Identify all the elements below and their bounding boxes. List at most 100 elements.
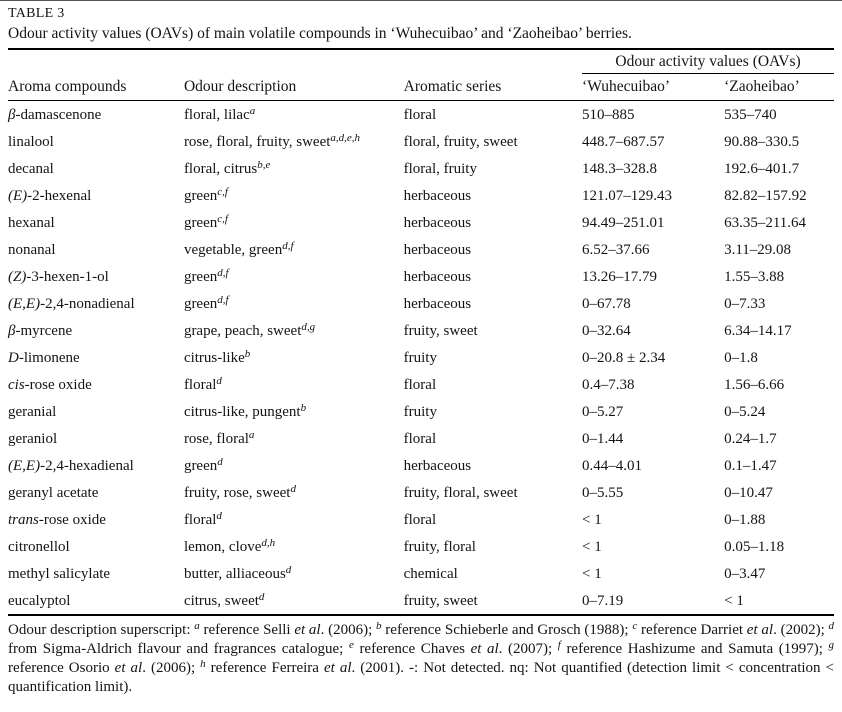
cell-odour-description: vegetable, greend,f — [183, 239, 294, 258]
cell-oav-wuhecuibao: 448.7–687.57 — [582, 133, 665, 150]
table-row: eucalyptol citrus, sweetd fruity, sweet 0–7… — [8, 587, 834, 615]
cell-odour-description: lemon, cloved,h — [183, 536, 276, 555]
cell-compound: hexanal — [8, 214, 55, 231]
cell-oav-wuhecuibao: 121.07–129.43 — [582, 187, 673, 204]
cell-odour-description: greend,f — [183, 266, 229, 285]
cell-aromatic-series: fruity, sweet — [403, 322, 478, 339]
cell-aromatic-series: floral, fruity — [403, 160, 477, 177]
cell-oav-zaoheibao: < 1 — [724, 592, 744, 609]
cell-compound: trans-rose oxide — [8, 511, 106, 528]
table-row: hexanal greenc,f herbaceous 94.49–251.01 63.… — [8, 209, 834, 236]
paper-table-page: TABLE 3 Odour activity values (OAVs) of … — [0, 0, 842, 695]
table-row: cis-rose oxide florald floral 0.4–7.38 1.56–… — [8, 371, 834, 398]
cell-compound: geraniol — [8, 430, 58, 447]
table-row: β-myrcene grape, peach, sweetd,g fruity, s… — [8, 317, 834, 344]
cell-oav-zaoheibao: 0.05–1.18 — [724, 538, 785, 555]
cell-oav-wuhecuibao: 13.26–17.79 — [582, 268, 658, 285]
cell-oav-wuhecuibao: 0–1.44 — [582, 430, 624, 447]
table-row: β-damascenone floral, lilaca floral 510–885… — [8, 101, 834, 129]
col-header-zaoheibao: ‘Zaoheibao’ — [724, 73, 834, 101]
cell-odour-description: citrus, sweetd — [183, 590, 265, 609]
table-row: trans-rose oxide florald floral < 1 0–1.88 — [8, 506, 834, 533]
cell-compound: cis-rose oxide — [8, 376, 92, 393]
cell-oav-wuhecuibao: < 1 — [582, 511, 602, 528]
cell-oav-zaoheibao: 0.1–1.47 — [724, 457, 777, 474]
col-header-aromatic-series: Aromatic series — [403, 73, 583, 101]
cell-odour-description: rose, florala — [183, 428, 255, 447]
cell-aromatic-series: herbaceous — [403, 268, 472, 285]
cell-odour-description: greend — [183, 455, 223, 474]
cell-compound: methyl salicylate — [8, 565, 111, 582]
column-header-row: Aroma compounds Odour description Aromat… — [8, 73, 834, 101]
cell-oav-zaoheibao: 0–1.8 — [724, 349, 758, 366]
table-caption: Odour activity values (OAVs) of main vol… — [8, 25, 632, 42]
cell-compound: β-damascenone — [8, 106, 102, 123]
cell-oav-zaoheibao: 82.82–157.92 — [724, 187, 807, 204]
cell-oav-zaoheibao: 535–740 — [724, 106, 777, 123]
cell-odour-description: greend,f — [183, 293, 229, 312]
cell-oav-wuhecuibao: < 1 — [582, 538, 602, 555]
cell-oav-wuhecuibao: < 1 — [582, 565, 602, 582]
table-row: (E)-2-hexenal greenc,f herbaceous 121.07–12… — [8, 182, 834, 209]
table-label: TABLE 3 — [8, 6, 65, 21]
cell-compound: (E,E)-2,4-hexadienal — [8, 457, 134, 474]
cell-oav-wuhecuibao: 0–5.27 — [582, 403, 624, 420]
cell-oav-wuhecuibao: 0–32.64 — [582, 322, 631, 339]
cell-oav-wuhecuibao: 0–67.78 — [582, 295, 631, 312]
cell-compound: geranial — [8, 403, 57, 420]
cell-compound: citronellol — [8, 538, 70, 555]
cell-aromatic-series: floral — [403, 511, 437, 528]
table-row: methyl salicylate butter, alliaceousd chem… — [8, 560, 834, 587]
cell-aromatic-series: floral — [403, 106, 437, 123]
cell-aromatic-series: fruity, floral — [403, 538, 476, 555]
table-row: citronellol lemon, cloved,h fruity, floral… — [8, 533, 834, 560]
cell-odour-description: fruity, rose, sweetd — [183, 482, 296, 501]
cell-oav-zaoheibao: 6.34–14.17 — [724, 322, 792, 339]
cell-aromatic-series: chemical — [403, 565, 458, 582]
cell-aromatic-series: herbaceous — [403, 187, 472, 204]
span-header-spacer — [8, 49, 582, 74]
cell-oav-zaoheibao: 0–10.47 — [724, 484, 773, 501]
cell-oav-zaoheibao: 0.24–1.7 — [724, 430, 777, 447]
cell-oav-zaoheibao: 0–7.33 — [724, 295, 766, 312]
cell-oav-wuhecuibao: 0–5.55 — [582, 484, 624, 501]
cell-oav-zaoheibao: 63.35–211.64 — [724, 214, 807, 231]
cell-oav-wuhecuibao: 0–7.19 — [582, 592, 624, 609]
cell-aromatic-series: herbaceous — [403, 295, 472, 312]
cell-oav-wuhecuibao: 148.3–328.8 — [582, 160, 658, 177]
table-row: (E,E)-2,4-hexadienal greend herbaceous 0.44… — [8, 452, 834, 479]
cell-compound: eucalyptol — [8, 592, 71, 609]
cell-oav-wuhecuibao: 0–20.8 ± 2.34 — [582, 349, 666, 366]
cell-aromatic-series: fruity — [403, 403, 437, 420]
cell-oav-zaoheibao: 1.56–6.66 — [724, 376, 785, 393]
cell-aromatic-series: floral, fruity, sweet — [403, 133, 518, 150]
cell-compound: linalool — [8, 133, 54, 150]
table-row: geranyl acetate fruity, rose, sweetd fruit… — [8, 479, 834, 506]
cell-compound: geranyl acetate — [8, 484, 99, 501]
cell-odour-description: rose, floral, fruity, sweeta,d,e,h — [183, 131, 361, 150]
cell-aromatic-series: fruity — [403, 349, 437, 366]
table-row: geranial citrus-like, pungentb fruity 0–5.2… — [8, 398, 834, 425]
cell-oav-wuhecuibao: 94.49–251.01 — [582, 214, 665, 231]
cell-oav-wuhecuibao: 0.44–4.01 — [582, 457, 643, 474]
table-head: Odour activity values (OAVs) Aroma compo… — [8, 49, 834, 101]
table-body: β-damascenone floral, lilaca floral 510–885… — [8, 101, 834, 616]
cell-odour-description: greenc,f — [183, 185, 228, 204]
cell-odour-description: florald — [183, 374, 222, 393]
cell-oav-zaoheibao: 192.6–401.7 — [724, 160, 800, 177]
cell-compound: β-myrcene — [8, 322, 73, 339]
cell-odour-description: greenc,f — [183, 212, 228, 231]
cell-odour-description: grape, peach, sweetd,g — [183, 320, 316, 339]
table-row: D-limonene citrus-likeb fruity 0–20.8 ± 2.3… — [8, 344, 834, 371]
table-row: (Z)-3-hexen-1-ol greend,f herbaceous 13.26–… — [8, 263, 834, 290]
cell-aromatic-series: floral — [403, 430, 437, 447]
cell-oav-wuhecuibao: 6.52–37.66 — [582, 241, 650, 258]
cell-compound: (E,E)-2,4-nonadienal — [8, 295, 135, 312]
table-row: nonanal vegetable, greend,f herbaceous 6.52… — [8, 236, 834, 263]
cell-oav-wuhecuibao: 0.4–7.38 — [582, 376, 635, 393]
cell-odour-description: florald — [183, 509, 222, 528]
table-row: linalool rose, floral, fruity, sweeta,d,e… — [8, 128, 834, 155]
col-header-wuhecuibao: ‘Wuhecuibao’ — [582, 73, 725, 101]
span-header: Odour activity values (OAVs) — [582, 49, 834, 74]
table-row: geraniol rose, florala floral 0–1.44 0.24–1.… — [8, 425, 834, 452]
